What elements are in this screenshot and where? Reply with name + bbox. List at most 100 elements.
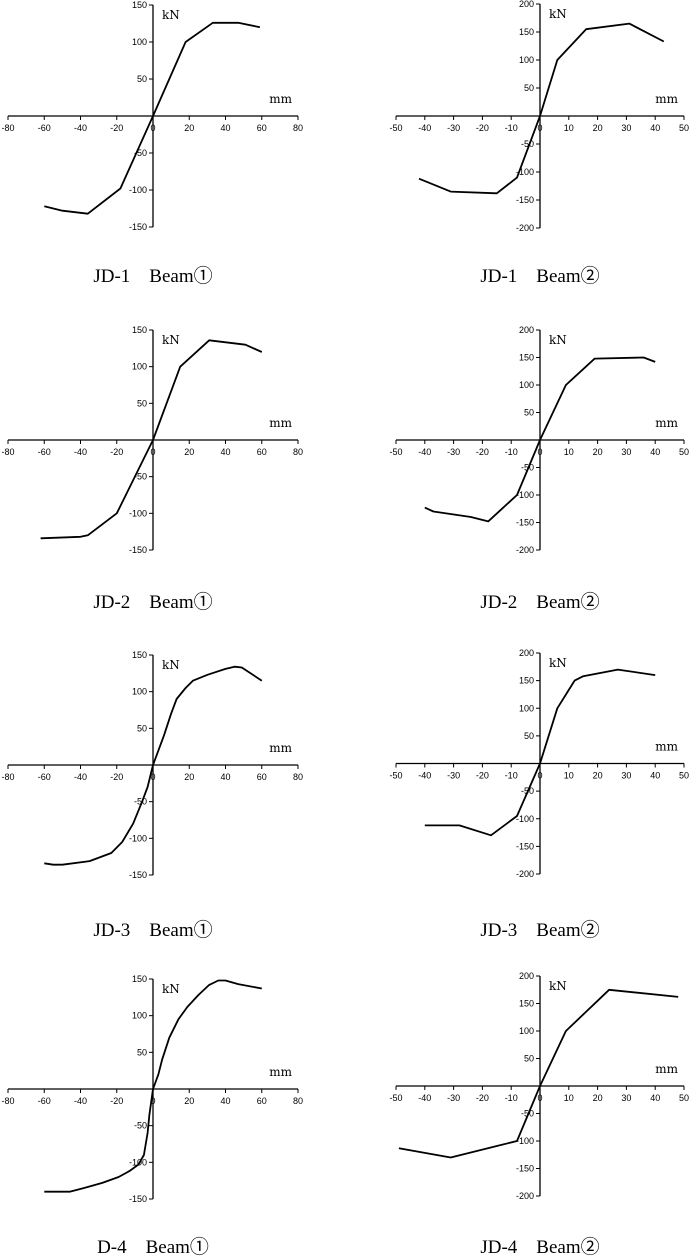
y-tick-label: -200 bbox=[516, 1191, 534, 1201]
x-tick-label: -40 bbox=[74, 1096, 87, 1106]
y-tick-label: 100 bbox=[132, 687, 147, 697]
y-axis-label: kN bbox=[549, 656, 567, 670]
x-tick-label: -10 bbox=[505, 771, 518, 781]
x-tick-label: -80 bbox=[1, 123, 14, 133]
y-tick-label: -100 bbox=[129, 185, 147, 195]
y-tick-label: 50 bbox=[524, 1054, 534, 1064]
x-axis-label: mm bbox=[655, 1062, 678, 1076]
x-tick-label: 30 bbox=[621, 1093, 631, 1103]
chart-jd2-b1: -80 -60 -40 -20 0 20 40 60 80 150 100 50 -50 -100 -150… bbox=[1, 325, 303, 613]
x-tick-label: 0 bbox=[150, 1096, 155, 1106]
y-tick-label: 100 bbox=[519, 55, 534, 65]
y-tick-label: -200 bbox=[516, 545, 534, 555]
x-tick-label: 50 bbox=[679, 123, 689, 133]
x-tick-label: 0 bbox=[537, 123, 542, 133]
x-tick-label: 0 bbox=[537, 771, 542, 781]
y-tick-label: 100 bbox=[519, 1026, 534, 1036]
x-tick-label: 0 bbox=[150, 447, 155, 457]
x-tick-label: 80 bbox=[293, 447, 303, 457]
x-tick-label: -40 bbox=[74, 123, 87, 133]
x-tick-label: 0 bbox=[150, 123, 155, 133]
y-tick-label: -50 bbox=[134, 1121, 147, 1131]
y-tick-label: -100 bbox=[129, 1157, 147, 1167]
y-axis-label: kN bbox=[549, 979, 567, 993]
y-tick-label: -150 bbox=[129, 222, 147, 232]
y-axis-label: kN bbox=[162, 8, 180, 22]
y-tick-label: 200 bbox=[519, 971, 534, 981]
y-tick-label: -50 bbox=[521, 139, 534, 149]
x-tick-label: 80 bbox=[293, 772, 303, 782]
x-tick-label: 20 bbox=[184, 447, 194, 457]
x-tick-label: -40 bbox=[418, 447, 431, 457]
y-tick-label: 150 bbox=[519, 676, 534, 686]
chart-caption: JD-2 Beam① bbox=[93, 591, 212, 613]
y-tick-label: -150 bbox=[129, 870, 147, 880]
series-line-0 bbox=[418, 22, 665, 195]
x-tick-label: -60 bbox=[38, 447, 51, 457]
chart-jd1-b2: -50 -40 -30 -20 -10 0 10 20 30 40 5020015010050-50… bbox=[389, 0, 689, 287]
x-tick-label: -60 bbox=[38, 1096, 51, 1106]
x-tick-label: -10 bbox=[505, 1093, 518, 1103]
x-tick-label: 20 bbox=[184, 1096, 194, 1106]
y-axis-label: kN bbox=[549, 7, 567, 21]
x-tick-label: 40 bbox=[220, 772, 230, 782]
x-tick-label: 30 bbox=[621, 447, 631, 457]
y-tick-label: 50 bbox=[137, 74, 147, 84]
series-line-0 bbox=[424, 356, 656, 523]
chart-jd3-b1: -80 -60 -40 -20 0 20 40 60 80 150 100 50 -50 -100 -150… bbox=[1, 650, 303, 941]
chart-caption: JD-1 Beam② bbox=[480, 265, 599, 287]
x-tick-label: -20 bbox=[110, 447, 123, 457]
x-tick-label: 80 bbox=[293, 123, 303, 133]
x-tick-label: 40 bbox=[650, 771, 660, 781]
chart-jd1-b1: -80 -60 -40 -20 0 20 40 60 80 150 100 50 -50 -100 -150… bbox=[1, 0, 303, 287]
y-tick-label: -150 bbox=[516, 518, 534, 528]
y-tick-label: 50 bbox=[137, 1047, 147, 1057]
y-tick-label: -100 bbox=[516, 490, 534, 500]
y-tick-label: -100 bbox=[516, 1136, 534, 1146]
series-line-0 bbox=[424, 668, 656, 837]
x-tick-label: -50 bbox=[389, 1093, 402, 1103]
y-tick-label: -50 bbox=[521, 463, 534, 473]
y-tick-label: 50 bbox=[137, 398, 147, 408]
y-tick-label: 50 bbox=[524, 408, 534, 418]
x-tick-label: 0 bbox=[537, 1093, 542, 1103]
y-tick-label: -150 bbox=[516, 841, 534, 851]
y-tick-label: 150 bbox=[519, 353, 534, 363]
y-tick-label: 150 bbox=[132, 0, 147, 10]
chart-caption: JD-3 Beam② bbox=[480, 919, 599, 941]
x-axis-label: mm bbox=[269, 416, 292, 430]
y-tick-label: -200 bbox=[516, 223, 534, 233]
x-axis-label: mm bbox=[269, 741, 292, 755]
y-tick-label: 100 bbox=[519, 380, 534, 390]
y-tick-label: -150 bbox=[129, 545, 147, 555]
series-line-0 bbox=[40, 339, 263, 540]
x-tick-label: 20 bbox=[184, 123, 194, 133]
x-tick-label: 0 bbox=[537, 447, 542, 457]
x-axis-label: mm bbox=[655, 92, 678, 106]
x-tick-label: 40 bbox=[220, 447, 230, 457]
x-tick-label: -60 bbox=[38, 772, 51, 782]
x-tick-label: -20 bbox=[110, 123, 123, 133]
x-tick-label: -30 bbox=[447, 771, 460, 781]
y-tick-label: 50 bbox=[524, 83, 534, 93]
y-tick-label: -150 bbox=[516, 195, 534, 205]
chart-caption: JD-2 Beam② bbox=[480, 591, 599, 613]
y-tick-label: 200 bbox=[519, 0, 534, 9]
series-line-0 bbox=[44, 665, 263, 866]
x-tick-label: -80 bbox=[1, 447, 14, 457]
x-tick-label: 50 bbox=[679, 447, 689, 457]
x-tick-label: 40 bbox=[220, 1096, 230, 1106]
x-tick-label: -30 bbox=[447, 123, 460, 133]
y-tick-label: 100 bbox=[132, 1011, 147, 1021]
x-tick-label: 10 bbox=[564, 447, 574, 457]
y-tick-label: -100 bbox=[516, 167, 534, 177]
y-tick-label: -100 bbox=[516, 814, 534, 824]
x-tick-label: 20 bbox=[593, 123, 603, 133]
x-tick-label: -40 bbox=[418, 123, 431, 133]
y-tick-label: -150 bbox=[129, 1194, 147, 1204]
x-tick-label: -30 bbox=[447, 1093, 460, 1103]
y-axis-label: kN bbox=[162, 658, 180, 672]
x-tick-label: 40 bbox=[650, 123, 660, 133]
chart-caption: JD-4 Beam② bbox=[480, 1236, 599, 1258]
